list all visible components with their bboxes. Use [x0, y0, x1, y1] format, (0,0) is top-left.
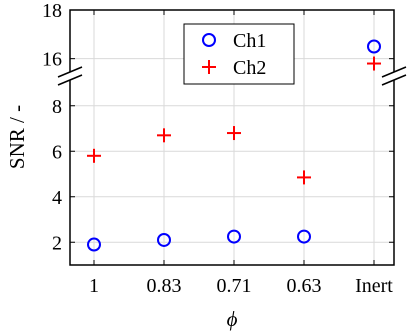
axis-break-slash-lower-right: [381, 74, 407, 86]
point-ch1-0: [87, 237, 101, 252]
x-tick-label-4: Inert: [355, 275, 393, 297]
y-tick-label-4: 4: [52, 187, 62, 209]
point-ch2-3: [297, 170, 311, 185]
x-axis-label: ϕ: [227, 307, 238, 331]
y-tick-label-8: 8: [52, 96, 62, 118]
point-ch2-1: [157, 128, 171, 143]
axis-break-slash-lower-left: [57, 74, 83, 86]
y-tick-label-6: 6: [52, 141, 62, 163]
legend-box: [183, 23, 295, 85]
axis-break-slash-upper-right: [381, 66, 407, 78]
point-ch1-2: [227, 229, 241, 244]
point-ch2-4: [367, 56, 381, 71]
legend-marker-ch1: [202, 33, 216, 47]
y-axis-label: SNR / -: [5, 105, 29, 169]
y-tick-label-2: 2: [52, 232, 62, 254]
x-tick-label-1: 0.83: [147, 275, 182, 297]
y-tick-label-16: 16: [42, 49, 62, 71]
axis-break: [56, 66, 408, 86]
x-tick-label-0: 1: [89, 275, 99, 297]
point-ch2-2: [227, 126, 241, 141]
legend-marker-ch2: [202, 60, 216, 74]
x-tick-label-3: 0.63: [287, 275, 322, 297]
data-series: [87, 39, 381, 252]
legend-label-ch2: Ch2: [233, 57, 266, 79]
axis-break-slash-upper-left: [57, 66, 83, 78]
x-tick-label-2: 0.71: [217, 275, 252, 297]
axis-ticks: 2 4 6 8 16 18 1 0.83 0.71 0.63 Inert: [42, 0, 394, 297]
point-ch2-0: [87, 148, 101, 163]
legend: Ch1 Ch2: [183, 23, 295, 85]
point-ch1-4: [367, 39, 381, 54]
point-ch1-1: [157, 232, 171, 247]
y-tick-label-18: 18: [42, 0, 62, 22]
axis-break-gap-left: [56, 72, 84, 80]
plot-area-frame: [69, 9, 395, 266]
legend-label-ch1: Ch1: [233, 30, 266, 52]
axis-break-gap-right: [380, 72, 408, 80]
point-ch1-3: [297, 229, 311, 244]
